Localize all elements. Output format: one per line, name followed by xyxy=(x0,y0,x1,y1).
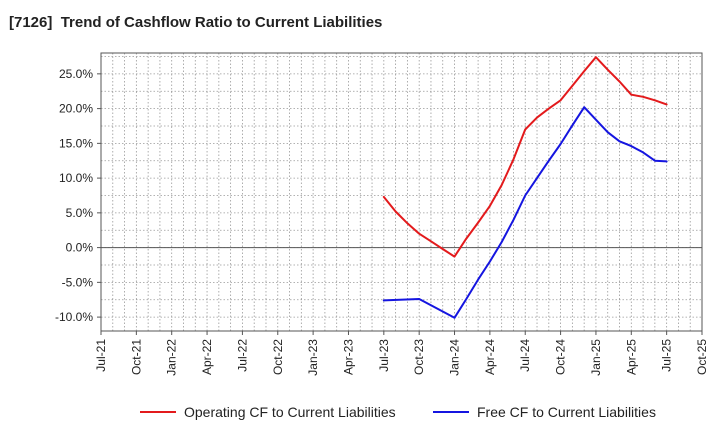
legend-label-free-cf: Free CF to Current Liabilities xyxy=(477,404,656,420)
y-tick-label: -10.0% xyxy=(55,310,93,324)
y-axis-ticks: -10.0% -5.0% 0.0% 5.0% 10.0% 15.0% 20.0% 25.0% xyxy=(55,67,101,324)
x-tick-label: Jan-23 xyxy=(306,339,320,376)
x-tick-label: Jan-24 xyxy=(448,339,462,376)
y-tick-label: 25.0% xyxy=(59,67,93,81)
legend-item-operating-cf: Operating CF to Current Liabilities xyxy=(140,404,396,420)
operating-cf-line xyxy=(382,56,668,258)
x-tick-label: Jul-21 xyxy=(94,339,108,372)
x-tick-label: Jul-24 xyxy=(518,339,532,372)
plot-frame xyxy=(100,52,703,332)
legend-item-free-cf: Free CF to Current Liabilities xyxy=(433,404,656,420)
free-cf-line xyxy=(382,106,668,319)
x-tick-label: Oct-21 xyxy=(129,339,143,375)
legend-label-operating-cf: Operating CF to Current Liabilities xyxy=(184,404,396,420)
x-tick-label: Apr-25 xyxy=(624,339,638,375)
plot-area: -10.0%-5.0%0.0%5.0%10.0%15.0%20.0%25.0% … xyxy=(55,52,709,376)
series-lines xyxy=(382,56,668,319)
x-tick-label: Jan-22 xyxy=(165,339,179,376)
axes xyxy=(100,52,703,332)
x-tick-label: Apr-24 xyxy=(483,339,497,375)
x-tick-label: Oct-25 xyxy=(695,339,709,375)
legend-swatch-free-cf xyxy=(433,411,469,413)
x-tick-label: Oct-22 xyxy=(271,339,285,375)
x-tick-label: Jul-25 xyxy=(660,339,674,372)
y-tick-label: 20.0% xyxy=(59,102,93,116)
x-tick-label: Apr-22 xyxy=(200,339,214,375)
x-axis-ticks: Jul-21 Oct-21 Jan-22 Apr-22 Jul-22 Oct-22 Jan-… xyxy=(94,331,709,376)
legend: Operating CF to Current Liabilities Free… xyxy=(0,404,720,428)
y-tick-label: 5.0% xyxy=(66,206,94,220)
y-tick-label: -5.0% xyxy=(62,275,94,289)
x-tick-label: Jan-25 xyxy=(589,339,603,376)
x-tick-label: Oct-24 xyxy=(554,339,568,375)
y-tick-label: 0.0% xyxy=(66,241,94,255)
gridlines xyxy=(100,53,703,331)
x-tick-label: Jul-23 xyxy=(377,339,391,372)
x-tick-label: Apr-23 xyxy=(341,339,355,375)
x-tick-label: Oct-23 xyxy=(412,339,426,375)
y-tick-label: 15.0% xyxy=(59,136,93,150)
y-tick-label: 10.0% xyxy=(59,171,93,185)
x-tick-label: Jul-22 xyxy=(235,339,249,372)
legend-swatch-operating-cf xyxy=(140,411,176,413)
chart-title: [7126] Trend of Cashflow Ratio to Curren… xyxy=(9,14,383,31)
